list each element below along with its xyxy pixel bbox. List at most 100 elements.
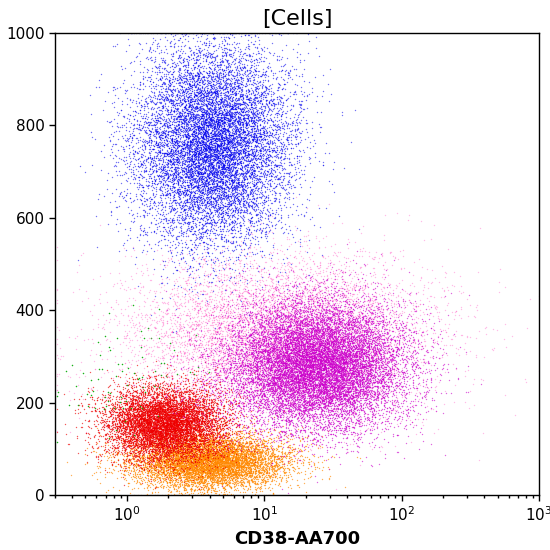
Point bbox=[153, 415, 162, 424]
Point bbox=[226, 62, 235, 71]
Point bbox=[199, 436, 207, 445]
Point bbox=[387, 354, 396, 362]
Point bbox=[221, 367, 230, 376]
Point bbox=[185, 485, 194, 493]
Point bbox=[190, 396, 199, 405]
Point bbox=[191, 434, 200, 443]
Point bbox=[251, 466, 260, 475]
Point bbox=[348, 369, 357, 378]
Point bbox=[294, 357, 302, 366]
Point bbox=[365, 324, 373, 333]
Point bbox=[271, 384, 280, 393]
Point bbox=[204, 179, 212, 188]
Point bbox=[164, 461, 173, 470]
Point bbox=[305, 427, 314, 436]
Point bbox=[316, 359, 324, 367]
Point bbox=[252, 131, 261, 140]
Point bbox=[327, 386, 336, 394]
Point bbox=[186, 141, 195, 150]
Point bbox=[188, 447, 196, 455]
Point bbox=[194, 168, 203, 177]
Point bbox=[302, 377, 311, 386]
Point bbox=[306, 403, 315, 412]
Point bbox=[191, 163, 200, 172]
Point bbox=[227, 71, 236, 80]
Point bbox=[256, 272, 265, 280]
Point bbox=[210, 451, 218, 460]
Point bbox=[234, 420, 243, 429]
Point bbox=[205, 467, 213, 476]
Point bbox=[187, 325, 196, 334]
Point bbox=[216, 60, 225, 69]
Point bbox=[286, 332, 295, 340]
Point bbox=[165, 419, 174, 427]
Point bbox=[234, 288, 243, 296]
Point bbox=[379, 388, 388, 397]
Point bbox=[195, 272, 204, 281]
Point bbox=[168, 419, 177, 427]
Point bbox=[213, 455, 222, 464]
Point bbox=[151, 123, 160, 132]
Point bbox=[210, 444, 219, 453]
Point bbox=[186, 138, 195, 147]
Point bbox=[283, 353, 292, 361]
Point bbox=[295, 409, 304, 418]
Point bbox=[266, 226, 274, 234]
Point bbox=[200, 100, 208, 109]
Point bbox=[211, 469, 220, 477]
Point bbox=[229, 450, 238, 459]
Point bbox=[226, 161, 235, 169]
Point bbox=[287, 356, 295, 365]
Point bbox=[200, 157, 209, 166]
Point bbox=[307, 392, 316, 401]
Point bbox=[199, 174, 208, 183]
Point bbox=[218, 135, 227, 144]
Point bbox=[248, 162, 256, 171]
Point bbox=[153, 393, 162, 402]
Point bbox=[255, 268, 264, 277]
Point bbox=[234, 329, 243, 338]
Point bbox=[470, 313, 479, 322]
Point bbox=[208, 455, 217, 464]
Point bbox=[227, 96, 236, 105]
Point bbox=[172, 448, 180, 457]
Point bbox=[200, 179, 209, 188]
Point bbox=[272, 323, 280, 332]
Point bbox=[182, 142, 190, 151]
Point bbox=[172, 432, 181, 441]
Point bbox=[169, 168, 178, 177]
Point bbox=[276, 372, 285, 381]
Point bbox=[360, 326, 369, 334]
Point bbox=[119, 436, 128, 445]
Point bbox=[313, 335, 322, 344]
Point bbox=[244, 463, 253, 471]
Point bbox=[153, 427, 162, 436]
Point bbox=[217, 96, 226, 104]
Point bbox=[351, 361, 360, 370]
Point bbox=[130, 426, 139, 435]
Point bbox=[196, 128, 205, 136]
Point bbox=[289, 433, 298, 442]
Point bbox=[235, 138, 244, 147]
Point bbox=[248, 321, 257, 330]
Point bbox=[263, 453, 272, 462]
Point bbox=[214, 73, 223, 81]
Point bbox=[160, 194, 169, 202]
Point bbox=[230, 321, 239, 329]
Point bbox=[173, 433, 182, 442]
Point bbox=[263, 168, 272, 177]
Point bbox=[162, 424, 170, 433]
Point bbox=[199, 327, 208, 336]
Point bbox=[274, 387, 283, 396]
Point bbox=[142, 39, 151, 48]
Point bbox=[257, 152, 266, 161]
Point bbox=[218, 169, 227, 178]
Point bbox=[219, 461, 228, 470]
Point bbox=[268, 389, 277, 398]
Point bbox=[189, 455, 198, 464]
Point bbox=[245, 142, 254, 151]
Point bbox=[144, 486, 153, 495]
Point bbox=[224, 466, 233, 475]
Point bbox=[213, 241, 222, 250]
Point bbox=[252, 299, 261, 308]
